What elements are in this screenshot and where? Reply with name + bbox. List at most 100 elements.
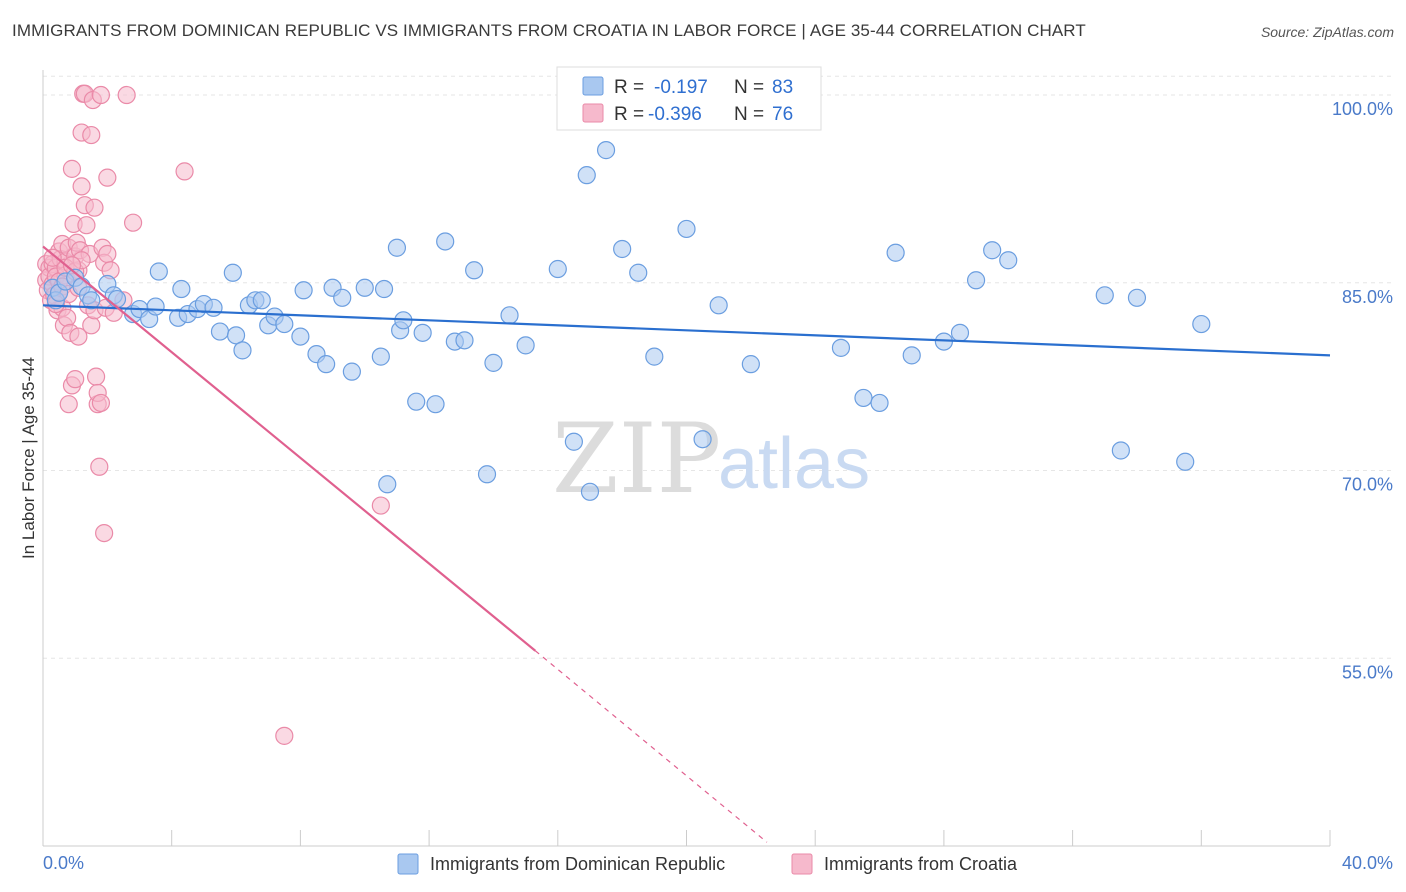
dominican-point	[371, 347, 390, 366]
bottom-legend-swatch-blue	[397, 853, 419, 875]
dominican-point	[436, 232, 455, 251]
bottom-legend-swatch-pink	[791, 853, 813, 875]
dominican-point	[577, 166, 596, 185]
dominican-point	[645, 347, 664, 366]
dominican-point	[172, 279, 191, 299]
legend-swatch-blue	[582, 76, 604, 96]
series-legend: Immigrants from Dominican Republic Immig…	[397, 853, 1018, 875]
y-tick-label: 85.0%	[1342, 287, 1393, 307]
dominican-point	[831, 338, 851, 357]
croatia-point	[371, 496, 390, 515]
dominican-point	[580, 482, 600, 501]
croatia-point	[69, 327, 88, 346]
dominican-point	[693, 430, 712, 449]
dominican-point	[1192, 314, 1211, 334]
croatia-point	[72, 177, 91, 196]
trend-line-dominican	[42, 304, 1331, 357]
croatia-point	[59, 395, 78, 414]
croatia-point	[85, 198, 104, 217]
dominican-point	[465, 261, 484, 280]
x-tick-label-min: 0.0%	[43, 853, 84, 873]
dominican-point	[500, 306, 519, 325]
dominican-point	[317, 355, 336, 374]
trend-line-croatia	[42, 245, 536, 652]
dominican-point	[204, 298, 223, 317]
dominican-point	[709, 296, 728, 315]
dominican-point	[854, 388, 873, 408]
dominican-point	[455, 331, 474, 350]
dominican-point	[333, 288, 352, 307]
croatia-point	[98, 168, 117, 187]
dominican-point	[252, 291, 271, 310]
dominican-point	[291, 327, 310, 346]
dominican-point	[1127, 288, 1147, 307]
dominican-point	[950, 323, 970, 342]
dominican-point	[210, 322, 230, 341]
dominican-point	[413, 323, 432, 342]
dominican-point	[629, 263, 648, 282]
watermark-atlas: atlas	[718, 424, 870, 504]
dominican-point	[223, 263, 242, 282]
croatia-point	[95, 523, 114, 543]
dominican-point	[378, 475, 397, 494]
legend-n-label-2: N =	[734, 104, 764, 125]
dominican-point	[233, 341, 252, 360]
dominican-point	[564, 432, 583, 451]
dominican-point	[374, 279, 394, 299]
legend-r-value-1: -0.197	[654, 77, 708, 98]
croatia-point	[98, 244, 117, 264]
trend-lines	[42, 245, 1331, 843]
croatia-point	[82, 125, 101, 145]
dominican-point	[1095, 286, 1114, 305]
dominican-point	[355, 278, 374, 297]
trend-line-croatia-extension	[534, 650, 768, 843]
croatia-point	[62, 159, 82, 178]
y-tick-label: 55.0%	[1342, 662, 1393, 682]
legend-swatch-pink	[582, 103, 604, 123]
dominican-point	[596, 141, 616, 160]
croatia-point	[43, 248, 62, 267]
y-tick-label: 70.0%	[1342, 475, 1393, 495]
dominican-point	[886, 243, 905, 262]
dominican-point	[983, 241, 1002, 260]
dominican-point	[548, 259, 567, 279]
series-dominican-points	[43, 141, 1211, 501]
watermark-zip: ZIP	[552, 403, 721, 515]
croatia-point	[58, 308, 77, 327]
bottom-legend-label-blue: Immigrants from Dominican Republic	[430, 854, 725, 874]
series-croatia-points	[37, 84, 390, 745]
dominican-point	[226, 326, 246, 345]
legend-n-label-1: N =	[734, 77, 764, 98]
legend-r-label-2: R =	[614, 104, 644, 125]
dominican-point	[999, 251, 1018, 270]
croatia-point	[91, 393, 111, 413]
bottom-legend-label-pink: Immigrants from Croatia	[824, 854, 1018, 874]
dominican-point	[484, 353, 503, 372]
croatia-point	[82, 316, 101, 335]
croatia-point	[117, 85, 136, 105]
dominican-point	[426, 395, 445, 414]
croatia-point	[86, 367, 106, 386]
croatia-point	[275, 726, 294, 745]
dominican-point	[342, 362, 361, 381]
dominican-point	[1176, 452, 1195, 471]
dominican-point	[294, 281, 313, 300]
dominican-point	[870, 393, 889, 413]
dominican-point	[146, 297, 165, 316]
x-tick-label-max: 40.0%	[1342, 853, 1393, 873]
grid-lines	[43, 75, 1393, 659]
croatia-point	[175, 162, 194, 181]
source-label: Source: ZipAtlas.com	[1260, 24, 1394, 40]
y-tick-labels: 55.0% 70.0% 85.0% 100.0%	[1332, 99, 1393, 682]
croatia-point	[90, 457, 109, 476]
dominican-point	[677, 219, 696, 239]
dominican-point	[275, 314, 294, 334]
croatia-point	[123, 213, 143, 232]
legend-n-value-1: 83	[772, 77, 793, 98]
correlation-legend: R = -0.197 N = 83 R = -0.396 N = 76	[556, 66, 822, 131]
dominican-point	[82, 291, 101, 310]
dominican-point	[407, 392, 426, 411]
dominican-point	[516, 336, 535, 355]
dominican-point	[107, 289, 127, 309]
